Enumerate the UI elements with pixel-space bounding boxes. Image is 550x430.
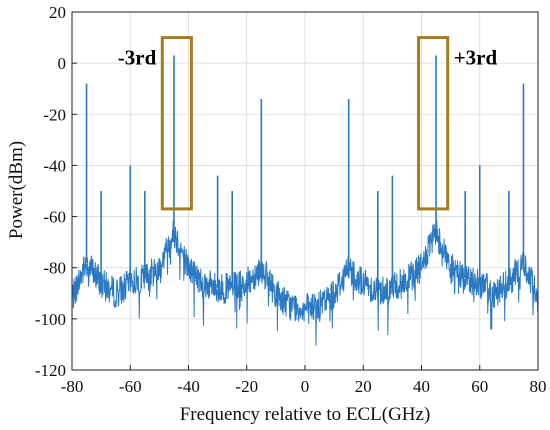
x-tick-label: -40 <box>177 377 200 396</box>
y-axis-label: Power(dBm) <box>6 141 27 239</box>
x-tick-label: -80 <box>61 377 84 396</box>
y-tick-label: -20 <box>43 105 66 124</box>
x-tick-label: -60 <box>119 377 142 396</box>
x-tick-label: -20 <box>235 377 258 396</box>
x-tick-label: 60 <box>471 377 488 396</box>
annotations: -3rd +3rd <box>118 36 498 211</box>
y-tick-label: 20 <box>49 3 66 22</box>
x-tick-label: 0 <box>301 377 310 396</box>
x-tick-label: 40 <box>413 377 430 396</box>
y-tick-label: -60 <box>43 208 66 227</box>
y-tick-label: -80 <box>43 259 66 278</box>
annotation-label: +3rd <box>454 46 498 70</box>
y-tick-label: -40 <box>43 156 66 175</box>
noise-floor-trace <box>71 219 539 346</box>
annotation-box <box>160 36 193 211</box>
x-axis-label: Frequency relative to ECL(GHz) <box>180 404 431 425</box>
tick-labels: -80 -60 -40 -20 0 20 40 60 80 -120 -100 -80 -60 -40 -2… <box>35 3 547 396</box>
x-tick-label: 80 <box>530 377 547 396</box>
y-tick-label: -100 <box>35 310 66 329</box>
y-tick-label: 0 <box>58 54 67 73</box>
annotation-label: -3rd <box>118 46 157 70</box>
x-tick-label: 20 <box>355 377 372 396</box>
annotation-box <box>417 36 450 211</box>
spectrum-trace <box>71 55 539 346</box>
y-tick-label: -120 <box>35 361 66 380</box>
